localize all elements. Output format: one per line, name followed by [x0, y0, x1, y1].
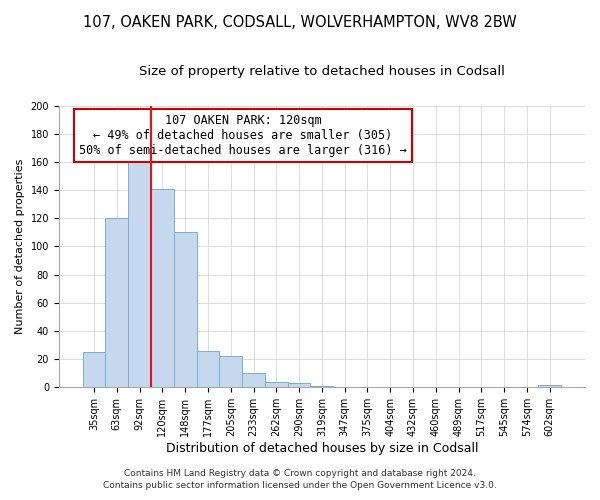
- Bar: [128, 150, 151, 388]
- Y-axis label: Number of detached properties: Number of detached properties: [15, 159, 25, 334]
- Bar: [220, 356, 242, 388]
- Bar: [197, 350, 220, 388]
- Text: 107, OAKEN PARK, CODSALL, WOLVERHAMPTON, WV8 2BW: 107, OAKEN PARK, CODSALL, WOLVERHAMPTON,…: [83, 15, 517, 30]
- Bar: [310, 386, 333, 388]
- Title: Size of property relative to detached houses in Codsall: Size of property relative to detached ho…: [139, 65, 505, 78]
- Bar: [151, 188, 174, 388]
- Bar: [106, 218, 128, 388]
- Bar: [265, 382, 288, 388]
- Bar: [242, 374, 265, 388]
- Text: Contains HM Land Registry data © Crown copyright and database right 2024.
Contai: Contains HM Land Registry data © Crown c…: [103, 468, 497, 490]
- Bar: [288, 383, 310, 388]
- Bar: [174, 232, 197, 388]
- X-axis label: Distribution of detached houses by size in Codsall: Distribution of detached houses by size …: [166, 442, 478, 455]
- Text: 107 OAKEN PARK: 120sqm
← 49% of detached houses are smaller (305)
50% of semi-de: 107 OAKEN PARK: 120sqm ← 49% of detached…: [79, 114, 407, 157]
- Bar: [83, 352, 106, 388]
- Bar: [538, 384, 561, 388]
